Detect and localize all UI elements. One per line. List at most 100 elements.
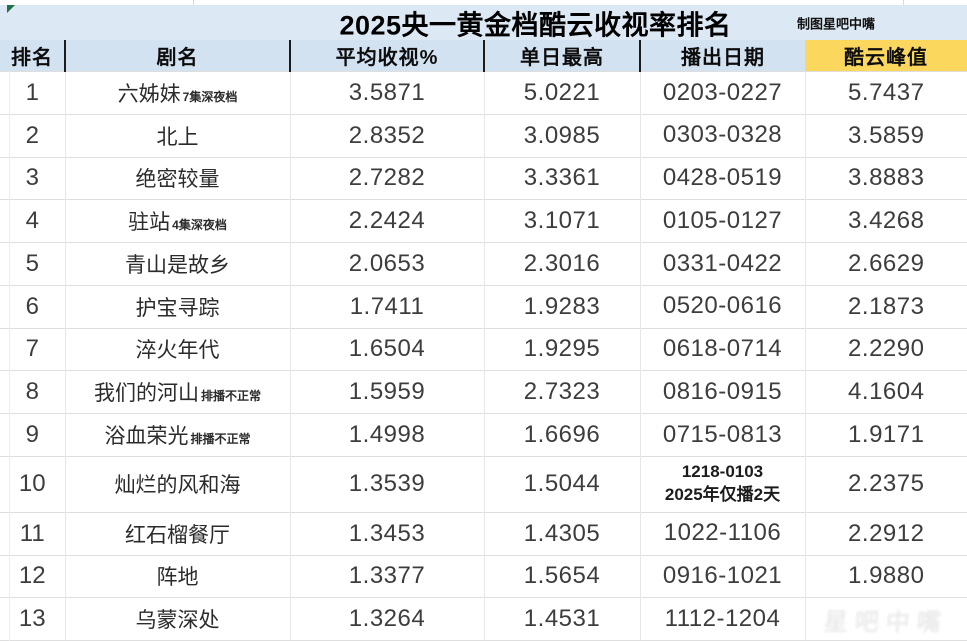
cell-day-max: 1.4305 bbox=[483, 511, 640, 555]
table-row: 11 红石榴餐厅 1.3453 1.4305 1022-1106 2.2912 bbox=[0, 511, 967, 555]
cell-day-max: 1.4531 bbox=[483, 597, 640, 641]
cell-avg-rating: 1.5959 bbox=[289, 370, 484, 414]
drama-note: 排播不正常 bbox=[190, 431, 251, 446]
excel-corner-flag-icon bbox=[7, 5, 15, 13]
drama-name: 绝密较量 bbox=[135, 168, 220, 192]
cell-air-dates: 1112-1204 bbox=[639, 597, 805, 641]
cell-rank: 7 bbox=[0, 327, 65, 371]
cell-air-dates: 0916-1021 bbox=[639, 554, 805, 598]
cell-avg-rating: 2.0653 bbox=[289, 242, 484, 286]
drama-name: 红石榴餐厅 bbox=[125, 523, 230, 547]
drama-name: 乌蒙深处 bbox=[135, 609, 220, 633]
cell-drama-name: 浴血荣光 排播不正常 bbox=[64, 413, 290, 457]
cell-drama-name: 淬火年代 bbox=[64, 327, 290, 371]
table-row: 4 驻站 4集深夜档 2.2424 3.1071 0105-0127 3.4268 bbox=[0, 199, 967, 243]
cell-drama-name: 阵地 bbox=[64, 554, 290, 598]
drama-name: 我们的河山 bbox=[93, 382, 199, 406]
drama-name: 阵地 bbox=[156, 566, 199, 590]
drama-note: 4集深夜档 bbox=[172, 218, 227, 233]
cell-day-max: 1.5654 bbox=[483, 554, 640, 598]
cell-rank: 3 bbox=[0, 156, 65, 200]
table-row: 2 北上 2.8352 3.0985 0303-0328 3.5859 bbox=[0, 113, 967, 157]
cell-drama-name: 红石榴餐厅 bbox=[64, 511, 290, 555]
cell-rank: 1 bbox=[0, 71, 65, 115]
table-row: 9 浴血荣光 排播不正常 1.4998 1.6696 0715-0813 1.91… bbox=[0, 413, 967, 457]
cell-air-dates: 0203-0227 bbox=[639, 71, 805, 115]
cell-avg-rating: 1.4998 bbox=[289, 413, 484, 457]
table-row: 13 乌蒙深处 1.3264 1.4531 1112-1204 星吧中嘴 bbox=[0, 597, 967, 641]
credit-text: 制图星吧中嘴 bbox=[796, 16, 875, 31]
cell-day-max: 1.5044 bbox=[483, 455, 640, 513]
cell-kuyun-peak: 3.8883 bbox=[804, 156, 967, 200]
col-header-drama: 剧名 bbox=[64, 40, 290, 72]
cell-air-dates: 0303-0328 bbox=[639, 113, 805, 157]
ratings-table: 排名 剧名 平均收视% 单日最高 播出日期 酷云峰值 1 六姊妹 7集深夜档 3.… bbox=[0, 40, 967, 641]
title-bar: 2025央一黄金档酷云收视率排名 制图星吧中嘴 bbox=[0, 5, 967, 40]
cell-rank: 2 bbox=[0, 113, 65, 157]
header-row: 排名 剧名 平均收视% 单日最高 播出日期 酷云峰值 bbox=[0, 40, 967, 72]
cell-kuyun-peak: 3.4268 bbox=[804, 199, 967, 243]
cell-day-max: 1.9283 bbox=[483, 284, 640, 328]
drama-name: 北上 bbox=[156, 125, 199, 149]
col-header-rank: 排名 bbox=[0, 40, 65, 72]
cell-air-dates: 0105-0127 bbox=[639, 199, 805, 243]
cell-avg-rating: 1.7411 bbox=[289, 284, 484, 328]
cell-air-dates: 0715-0813 bbox=[639, 413, 805, 457]
cell-kuyun-peak: 3.5859 bbox=[804, 113, 967, 157]
cell-day-max: 3.1071 bbox=[483, 199, 640, 243]
cell-avg-rating: 2.7282 bbox=[289, 156, 484, 200]
cell-drama-name: 我们的河山 排播不正常 bbox=[64, 370, 290, 414]
gridline-tick bbox=[193, 0, 194, 5]
cell-rank: 13 bbox=[0, 597, 65, 641]
cell-rank: 11 bbox=[0, 511, 65, 555]
table-row: 3 绝密较量 2.7282 3.3361 0428-0519 3.8883 bbox=[0, 156, 967, 200]
col-header-day-max: 单日最高 bbox=[483, 40, 640, 72]
cell-air-dates: 0816-0915 bbox=[639, 370, 805, 414]
cell-air-dates: 0618-0714 bbox=[639, 327, 805, 371]
cell-drama-name: 灿烂的风和海 bbox=[64, 455, 290, 513]
col-header-avg-rating: 平均收视% bbox=[289, 40, 484, 72]
cell-rank: 8 bbox=[0, 370, 65, 414]
drama-name: 护宝寻踪 bbox=[135, 296, 220, 320]
cell-day-max: 5.0221 bbox=[483, 71, 640, 115]
cell-day-max: 2.7323 bbox=[483, 370, 640, 414]
cell-kuyun-peak: 2.2912 bbox=[804, 511, 967, 555]
table-row: 7 淬火年代 1.6504 1.9295 0618-0714 2.2290 bbox=[0, 327, 967, 371]
drama-name: 浴血荣光 bbox=[104, 424, 189, 448]
drama-note: 7集深夜档 bbox=[182, 89, 238, 104]
cell-rank: 12 bbox=[0, 554, 65, 598]
cell-rank: 9 bbox=[0, 413, 65, 457]
cell-rank: 6 bbox=[0, 284, 65, 328]
cell-air-dates: 1218-0103 2025年仅播2天 bbox=[639, 455, 805, 513]
table-row: 12 阵地 1.3377 1.5654 0916-1021 1.9880 bbox=[0, 554, 967, 598]
table-row: 8 我们的河山 排播不正常 1.5959 2.7323 0816-0915 4.1… bbox=[0, 370, 967, 414]
drama-name: 驻站 bbox=[128, 211, 171, 235]
cell-drama-name: 六姊妹 7集深夜档 bbox=[64, 71, 290, 115]
col-header-kuyun-peak: 酷云峰值 bbox=[805, 40, 967, 72]
cell-kuyun-peak: 2.2290 bbox=[804, 327, 967, 371]
cell-avg-rating: 1.3453 bbox=[289, 511, 484, 555]
page-title: 2025央一黄金档酷云收视率排名 bbox=[339, 10, 732, 40]
cell-rank: 5 bbox=[0, 242, 65, 286]
cell-day-max: 3.3361 bbox=[483, 156, 640, 200]
cell-air-dates: 0520-0616 bbox=[639, 284, 805, 328]
sheet-top-strip bbox=[0, 0, 967, 5]
cell-drama-name: 护宝寻踪 bbox=[64, 284, 290, 328]
cell-kuyun-peak: 1.9171 bbox=[804, 413, 967, 457]
gridline-tick bbox=[903, 0, 904, 5]
cell-drama-name: 驻站 4集深夜档 bbox=[64, 199, 290, 243]
cell-avg-rating: 2.2424 bbox=[289, 199, 484, 243]
cell-avg-rating: 1.3264 bbox=[289, 597, 484, 641]
cell-day-max: 1.6696 bbox=[483, 413, 640, 457]
cell-kuyun-peak: 5.7437 bbox=[804, 71, 967, 115]
cell-drama-name: 乌蒙深处 bbox=[64, 597, 290, 641]
drama-name: 青山是故乡 bbox=[125, 253, 230, 277]
cell-avg-rating: 3.5871 bbox=[289, 71, 484, 115]
cell-kuyun-peak: 2.1873 bbox=[804, 284, 967, 328]
cell-air-dates: 1022-1106 bbox=[639, 511, 805, 555]
cell-rank: 10 bbox=[0, 455, 65, 513]
cell-day-max: 2.3016 bbox=[483, 242, 640, 286]
drama-name: 六姊妹 bbox=[117, 82, 181, 106]
cell-day-max: 1.9295 bbox=[483, 327, 640, 371]
